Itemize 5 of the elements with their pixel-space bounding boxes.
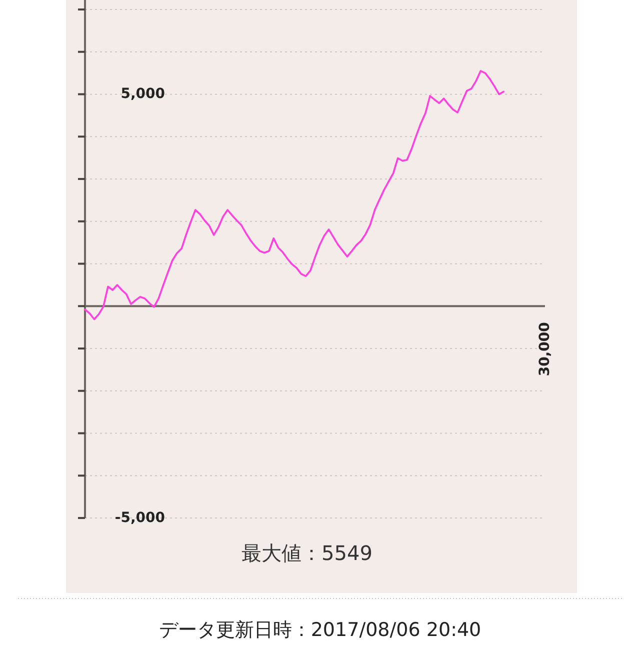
annotation: 最大値：5549 <box>242 541 372 565</box>
y-tick-label: 5,000 <box>120 86 165 102</box>
annotation: データ更新日時：2017/08/06 20:40 <box>158 619 482 641</box>
y-tick-label: -5,000 <box>114 510 165 526</box>
x-tick-label: 30,000 <box>537 322 553 376</box>
